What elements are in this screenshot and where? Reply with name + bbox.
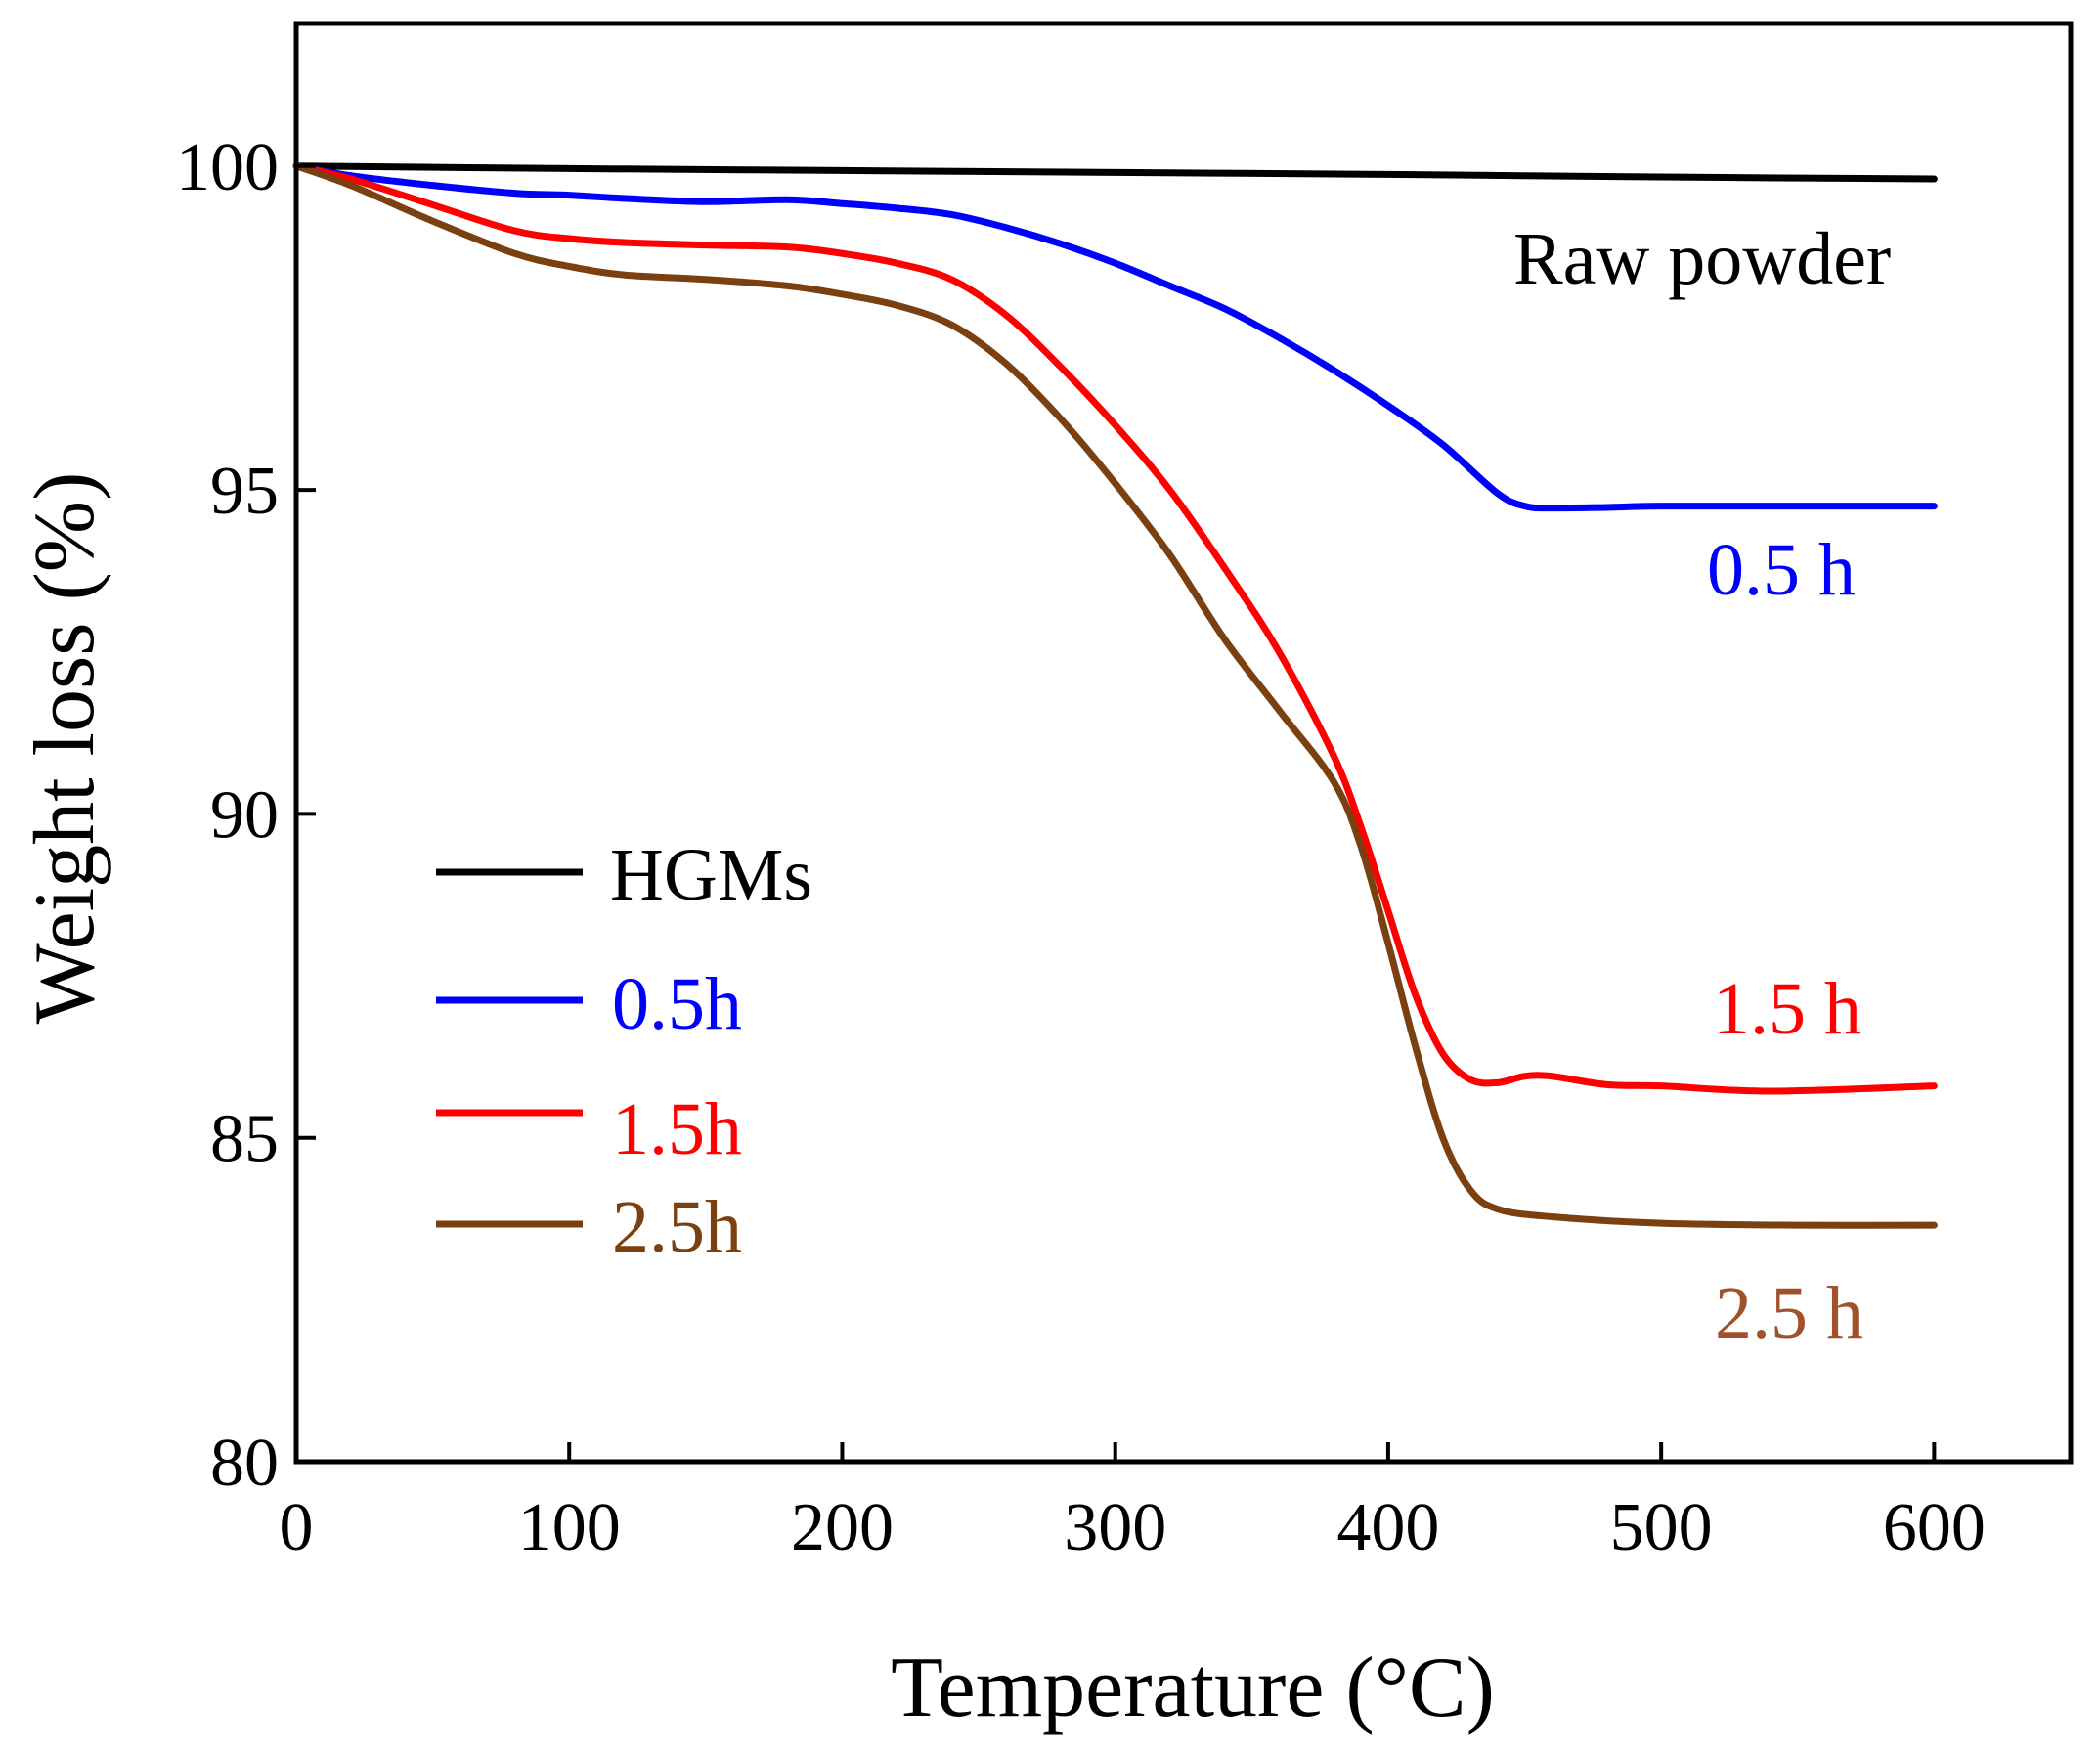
x-tick-label: 600 [1883,1490,1986,1565]
x-tick-label: 0 [280,1490,314,1565]
annotation-1-5-h: 1.5 h [1713,968,1861,1050]
plot-frame [293,21,2074,1465]
annotation-raw-powder: Raw powder [1513,218,1891,300]
y-axis-title: Weight loss (%) [18,472,112,1025]
annotation-2-5-h: 2.5 h [1715,1272,1863,1354]
x-axis-title: Temperature (°C) [891,1641,1495,1735]
x-tick-label: 400 [1336,1490,1439,1565]
x-tick-label: 200 [791,1490,894,1565]
axes: 0 100 200 300 400 500 600 80 85 90 95 100 [176,21,2074,1565]
series-line-2-5h [292,162,1938,1229]
y-tick-label: 80 [210,1426,279,1501]
curve-annotations: Raw powder 0.5 h 1.5 h 2.5 h [1513,218,1891,1354]
legend-label-1-5h: 1.5h [612,1088,742,1170]
legend-label-2-5h: 2.5h [612,1186,742,1268]
y-tick-label: 90 [210,777,279,853]
y-tick-label: 100 [176,130,279,205]
series-line-1-5h [292,162,1938,1095]
annotation-0-5-h: 0.5 h [1707,529,1856,611]
legend: HGMs 0.5h 1.5h 2.5h [436,834,812,1268]
x-tick-label: 500 [1610,1490,1713,1565]
x-tick-label: 300 [1064,1490,1166,1565]
x-tick-label: 100 [518,1490,621,1565]
series-line-0-5h [292,162,1938,512]
legend-label-0-5h: 0.5h [612,963,742,1045]
series-line-hgms [292,162,1938,183]
y-tick-label: 85 [210,1102,279,1177]
plot-layer [292,162,1938,1229]
y-tick-label: 95 [210,454,279,529]
legend-label-hgms: HGMs [610,834,812,916]
